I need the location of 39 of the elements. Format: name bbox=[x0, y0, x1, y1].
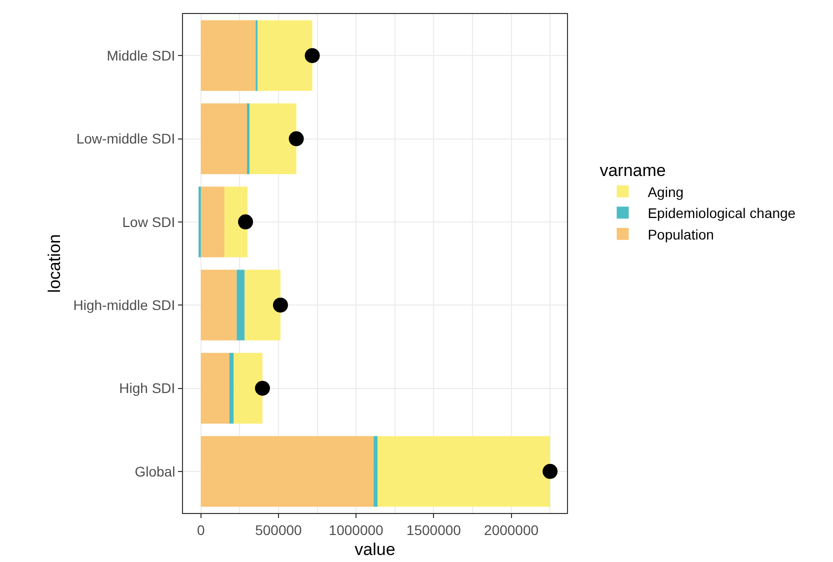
point bbox=[238, 214, 254, 230]
bar bbox=[250, 103, 296, 174]
bar bbox=[200, 103, 248, 174]
y-tick-label: Low-middle SDI bbox=[76, 130, 176, 147]
bar bbox=[244, 270, 280, 340]
x-tick-label: 500000 bbox=[255, 522, 302, 538]
bar bbox=[236, 270, 245, 340]
point bbox=[272, 298, 288, 313]
y-tick-label: Low SDI bbox=[122, 214, 176, 230]
bar bbox=[258, 20, 312, 91]
x-tick-label: 1500000 bbox=[406, 522, 462, 538]
bar bbox=[234, 352, 262, 424]
x-tick-label: 0 bbox=[196, 522, 205, 538]
bar bbox=[374, 436, 378, 507]
y-axis-title: location bbox=[44, 234, 64, 293]
bar bbox=[200, 270, 237, 340]
x-tick-label: 2000000 bbox=[484, 522, 539, 538]
point bbox=[254, 380, 270, 396]
bar bbox=[378, 436, 550, 507]
point bbox=[542, 464, 558, 479]
y-tick-label: High-middle SDI bbox=[73, 296, 176, 313]
y-tick-label: High SDI bbox=[119, 380, 176, 396]
x-tick-label: 1000000 bbox=[328, 522, 384, 538]
bar bbox=[229, 352, 234, 424]
y-tick-label: Middle SDI bbox=[106, 47, 176, 64]
legend-label: Population bbox=[648, 226, 714, 242]
bar bbox=[200, 186, 224, 258]
bar bbox=[224, 186, 248, 258]
bar bbox=[200, 436, 374, 507]
legend-label: Aging bbox=[648, 184, 684, 200]
legend-title: varname bbox=[600, 160, 666, 180]
y-tick-label: Global bbox=[134, 463, 176, 480]
x-axis-title: value bbox=[354, 540, 396, 560]
bar bbox=[200, 352, 230, 424]
point bbox=[288, 131, 304, 146]
point bbox=[304, 48, 320, 64]
bar bbox=[247, 103, 250, 174]
legend-label: Epidemiological change bbox=[648, 205, 796, 222]
bar bbox=[200, 20, 256, 91]
